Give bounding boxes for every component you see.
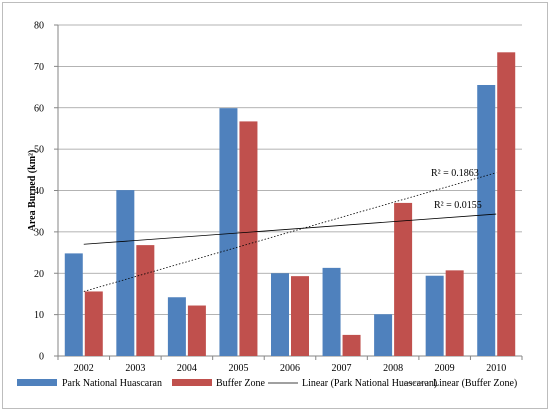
axes (54, 24, 523, 360)
x-tick-label: 2005 (228, 363, 248, 374)
legend-swatch-park (17, 379, 57, 386)
y-tick-label: 60 (34, 103, 44, 114)
x-tick-label: 2007 (332, 363, 352, 374)
legend-label-buffer: Buffer Zone (216, 378, 266, 389)
buffer-bar-2002 (84, 291, 103, 356)
legend-label-park: Park National Huascaran (62, 378, 162, 389)
legend-label-linear-buffer: Linear (Buffer Zone) (433, 378, 517, 389)
park-bar-2010 (477, 84, 496, 357)
bars (64, 52, 516, 357)
x-tick-label: 2010 (486, 363, 506, 374)
legend-label-linear-park: Linear (Park National Huascaran) (302, 378, 437, 389)
buffer-bar-2005 (239, 121, 258, 356)
r2-label-buffer: R² = 0.1863 (431, 168, 479, 179)
park-bar-2008 (374, 314, 393, 356)
y-tick-label: 50 (34, 145, 44, 156)
labels: 0 10 20 30 40 50 60 70 80 Area Burned (km²) 2002 20… (27, 21, 506, 375)
x-tick-label: 2002 (74, 363, 94, 374)
y-tick-label: 80 (34, 21, 44, 32)
park-bar-2004 (167, 297, 186, 356)
buffer-bar-2010 (497, 52, 516, 357)
buffer-bar-2007 (342, 334, 361, 356)
x-tick-label: 2006 (280, 363, 300, 374)
r2-label-park: R² = 0.0155 (434, 200, 482, 211)
y-tick-label: 70 (34, 62, 44, 73)
y-axis-title: Area Burned (km²) (27, 150, 38, 232)
buffer-trendline (83, 172, 497, 292)
x-tick-label: 2004 (177, 363, 197, 374)
park-bar-2009 (425, 275, 444, 356)
legend: Park National Huascaran Buffer Zone Linear… (17, 378, 517, 389)
y-tick-label: 40 (34, 186, 44, 197)
x-tick-label: 2003 (125, 363, 145, 374)
park-bar-2005 (219, 108, 238, 356)
y-tick-label: 10 (34, 310, 44, 321)
park-bar-2006 (271, 273, 289, 356)
y-tick-label: 20 (34, 269, 44, 280)
y-tick-label: 30 (34, 227, 44, 238)
buffer-bar-2008 (394, 202, 413, 356)
buffer-bar-2009 (445, 270, 464, 356)
park-bar-2007 (322, 267, 341, 356)
buffer-bar-2003 (136, 245, 155, 356)
y-tick-label: 0 (39, 352, 44, 363)
park-trendline (83, 213, 497, 245)
legend-swatch-buffer (172, 379, 212, 386)
x-tick-label: 2008 (383, 363, 403, 374)
park-bar-2002 (64, 253, 83, 356)
buffer-bar-2004 (187, 305, 206, 356)
park-bar-2003 (116, 190, 135, 356)
trendlines (83, 172, 497, 292)
buffer-bar-2006 (291, 276, 309, 356)
x-tick-label: 2009 (435, 363, 455, 374)
gridlines (58, 24, 522, 316)
